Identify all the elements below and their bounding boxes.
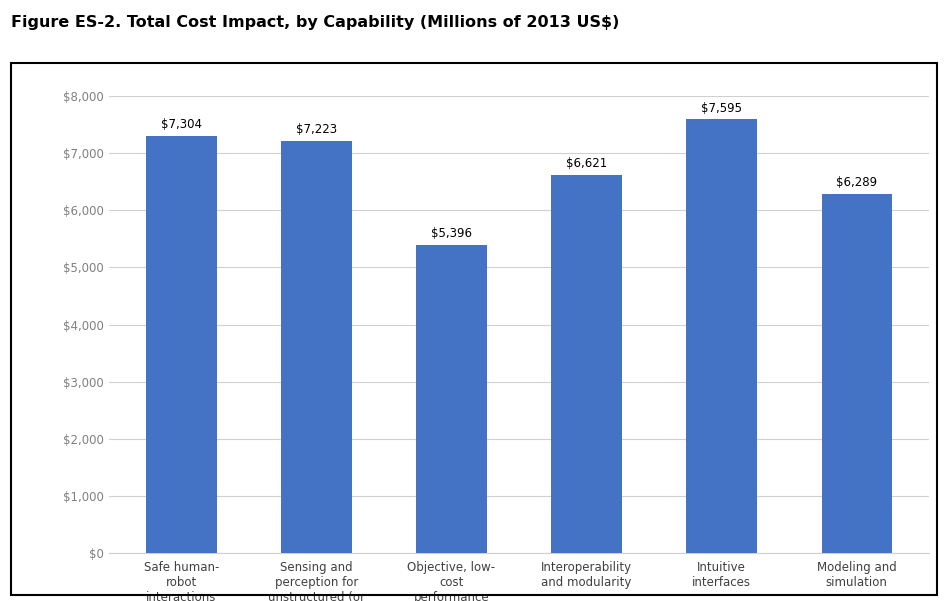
Text: $7,304: $7,304 <box>161 118 202 132</box>
Bar <box>822 194 892 553</box>
Text: $6,621: $6,621 <box>566 157 607 170</box>
Bar <box>282 141 352 553</box>
Text: $6,289: $6,289 <box>836 176 877 189</box>
Text: $7,223: $7,223 <box>296 123 337 136</box>
Bar <box>416 245 486 553</box>
Text: Figure ES-2. Total Cost Impact, by Capability (Millions of 2013 US$): Figure ES-2. Total Cost Impact, by Capab… <box>11 15 620 30</box>
Text: $7,595: $7,595 <box>702 102 742 115</box>
Bar <box>146 136 216 553</box>
Bar <box>552 175 622 553</box>
Bar <box>686 119 757 553</box>
Text: $5,396: $5,396 <box>431 227 472 240</box>
